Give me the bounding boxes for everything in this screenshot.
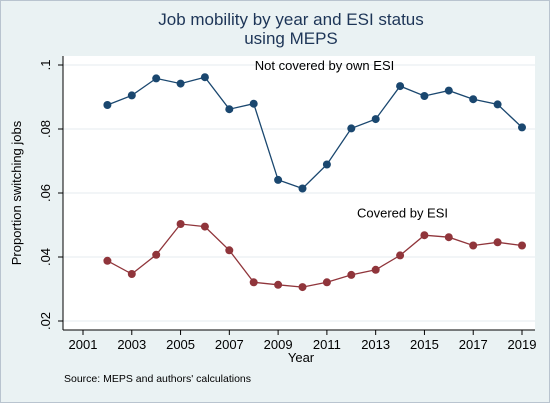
data-point-1-10 [347, 270, 356, 279]
y-tick-label: .1 [38, 60, 53, 71]
data-point-0-5 [225, 105, 234, 114]
axes: .02 .04 .06 .08 .1 2001 2003 2005 2007 2009 2011 20… [38, 56, 536, 352]
data-point-1-7 [274, 280, 283, 289]
data-point-1-15 [469, 241, 478, 250]
data-point-0-17 [518, 123, 526, 132]
x-axis-title: Year [288, 350, 315, 365]
data-point-1-4 [200, 222, 209, 231]
data-point-1-8 [298, 283, 307, 292]
data-point-0-4 [200, 73, 209, 82]
data-point-0-1 [127, 91, 136, 100]
series-annotation-1: Covered by ESI [357, 206, 448, 221]
data-point-0-0 [103, 101, 112, 109]
chart-title: Job mobility by year and ESI status usin… [158, 10, 424, 48]
series-1 [103, 220, 526, 292]
y-tick-label: .04 [38, 248, 53, 266]
data-point-1-17 [518, 241, 526, 250]
data-point-1-13 [420, 231, 429, 240]
y-tick-label: .06 [38, 184, 53, 202]
data-point-1-5 [225, 246, 234, 255]
data-point-1-3 [176, 220, 185, 228]
data-point-1-12 [396, 251, 405, 260]
series-line-0 [107, 76, 523, 190]
x-tick-label: 2013 [361, 337, 390, 352]
data-point-0-15 [469, 95, 478, 104]
data-point-1-2 [152, 250, 161, 259]
data-point-0-6 [249, 99, 258, 108]
data-point-0-3 [176, 79, 185, 88]
x-tick-label: 2011 [313, 337, 341, 352]
data-point-1-6 [249, 278, 258, 287]
x-tick-label: 2019 [508, 337, 537, 352]
chart-title-line-1: Job mobility by year and ESI status [158, 10, 424, 29]
series-layer [103, 73, 526, 292]
source-note: Source: MEPS and authors' calculations [64, 373, 251, 385]
chart-title-line-2: using MEPS [244, 29, 338, 48]
data-point-1-14 [444, 233, 453, 242]
data-point-1-1 [127, 270, 136, 278]
x-tick-label: 2015 [410, 337, 439, 352]
data-point-0-11 [371, 115, 380, 124]
data-point-0-16 [493, 100, 502, 109]
x-tick-label: 2003 [117, 337, 146, 352]
y-tick-label: .08 [38, 120, 53, 138]
series-0 [103, 73, 526, 193]
x-tick-label: 2005 [166, 337, 195, 352]
x-tick-label: 2009 [264, 337, 293, 352]
data-point-0-12 [396, 82, 405, 91]
x-tick-label: 2001 [69, 337, 98, 352]
y-axis-title: Proportion switching jobs [9, 120, 24, 265]
x-tick-label: 2007 [215, 337, 244, 352]
data-point-0-2 [152, 74, 161, 83]
data-point-1-16 [493, 238, 502, 247]
data-point-1-9 [322, 278, 331, 287]
data-point-0-7 [274, 175, 283, 184]
data-point-0-10 [347, 124, 356, 133]
data-point-0-8 [298, 184, 307, 193]
series-line-1 [107, 223, 523, 288]
data-point-1-0 [103, 256, 112, 265]
data-point-0-14 [444, 86, 453, 95]
data-point-0-9 [322, 160, 331, 169]
x-tick-label: 2017 [459, 337, 488, 352]
data-point-1-11 [371, 265, 380, 274]
y-tick-label: .02 [38, 312, 53, 330]
series-annotation-0: Not covered by own ESI [255, 58, 394, 73]
gridlines [63, 64, 535, 322]
data-point-0-13 [420, 92, 429, 100]
annotations: Not covered by own ESI Covered by ESI [255, 58, 448, 221]
